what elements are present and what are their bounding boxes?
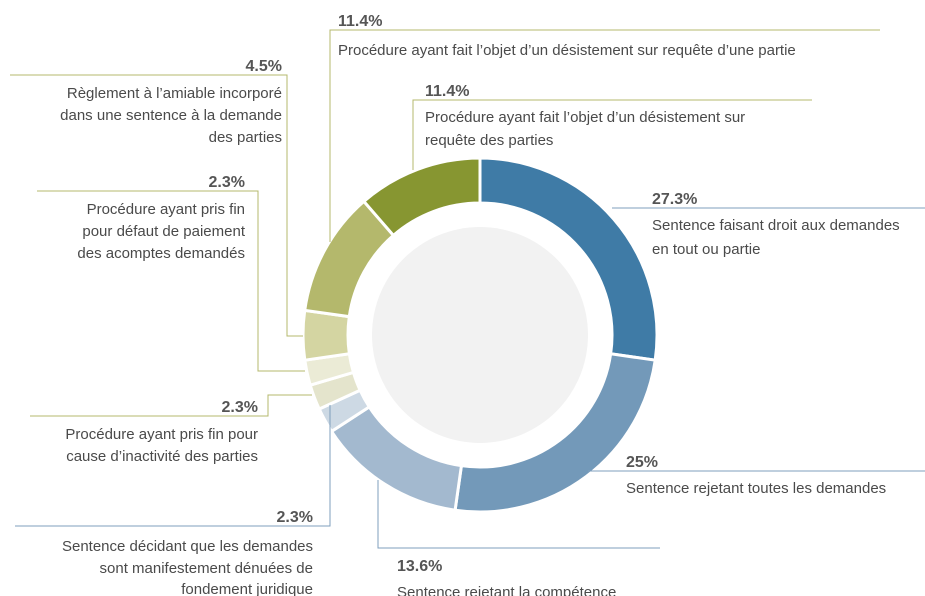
donut-segment — [301, 308, 352, 362]
leader-line — [37, 190, 305, 372]
category-label: dans une sentence à la demande — [60, 107, 282, 124]
category-label: Procédure ayant fait l’objet d’un désist… — [338, 42, 796, 59]
value-label: 13.6% — [397, 558, 442, 575]
category-label: des acomptes demandés — [77, 245, 245, 262]
value-label: 11.4% — [425, 83, 469, 100]
category-label: cause d’inactivité des parties — [66, 448, 258, 465]
category-label: Règlement à l’amiable incorporé — [67, 85, 282, 102]
value-label: 2.3% — [277, 509, 313, 526]
value-label: 25% — [626, 454, 658, 471]
category-label: Sentence rejetant la compétence — [397, 584, 616, 596]
category-label: en tout ou partie — [652, 241, 760, 258]
category-label: Procédure ayant pris fin pour — [65, 426, 258, 443]
leader-line — [15, 405, 331, 527]
value-label: 11.4% — [338, 13, 382, 30]
value-label: 4.5% — [246, 58, 282, 75]
category-label: Sentence faisant droit aux demandes — [652, 217, 900, 234]
leader-line — [329, 29, 880, 242]
leader-line — [10, 74, 303, 337]
value-label: 27.3% — [652, 191, 697, 208]
donut-center — [372, 227, 588, 443]
category-label: Procédure ayant pris fin — [87, 201, 245, 218]
category-label: Sentence décidant que les demandes — [62, 538, 313, 555]
category-label: pour défaut de paiement — [82, 223, 245, 240]
donut-segment — [361, 156, 482, 238]
leader-line — [377, 480, 660, 549]
category-label: Sentence rejetant toutes les demandes — [626, 480, 886, 497]
value-label: 2.3% — [222, 399, 258, 416]
category-label: des parties — [209, 129, 282, 146]
leader-line — [412, 99, 812, 170]
leader-line — [30, 394, 312, 417]
category-label: sont manifestement dénuées de — [100, 560, 313, 577]
category-label: fondement juridique — [181, 581, 313, 596]
category-label: Procédure ayant fait l’objet d’un désist… — [425, 109, 745, 126]
category-label: requête des parties — [425, 132, 553, 149]
value-label: 2.3% — [209, 174, 245, 191]
